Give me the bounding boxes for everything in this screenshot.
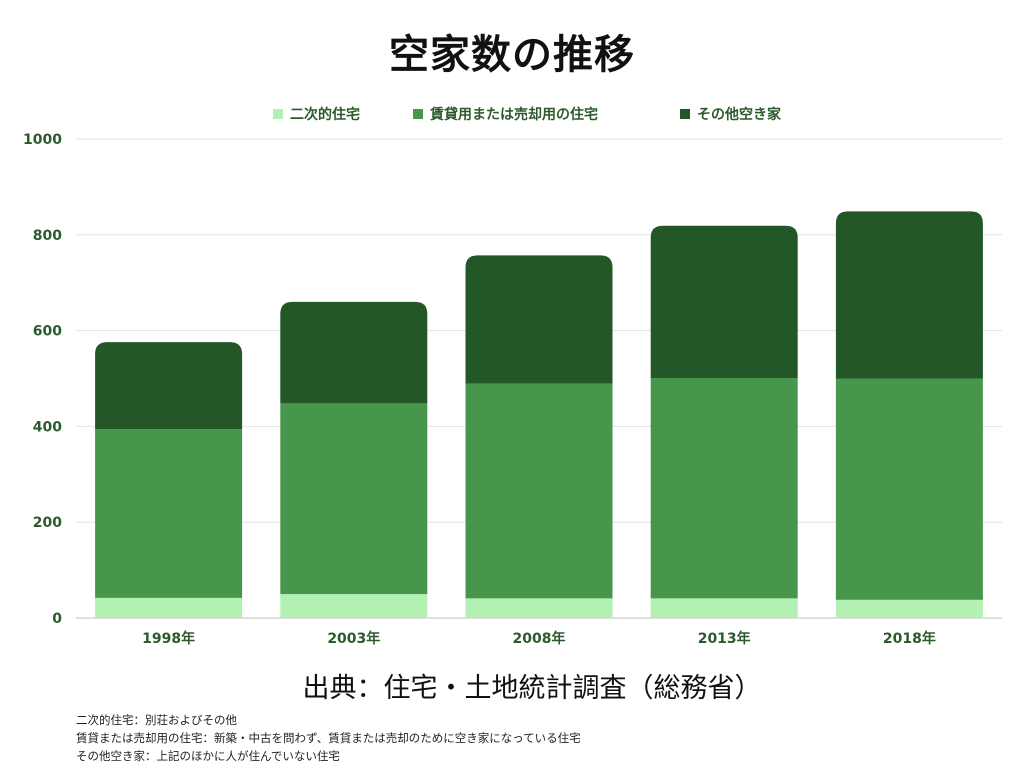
x-tick-label: 2018年 — [883, 630, 936, 647]
note-line: その他空き家：上記のほかに人が住んでいない住宅 — [76, 749, 340, 763]
legend-swatch — [680, 109, 690, 119]
stacked-bar-chart: 二次的住宅 賃貸用または売却用の住宅 その他空き家 0 200 400 600 800 100… — [23, 106, 1002, 647]
source-text: 出典：住宅・土地統計調査（総務省） — [302, 673, 762, 704]
note-line: 二次的住宅：別荘およびその他 — [76, 713, 237, 727]
y-tick-label: 600 — [33, 324, 62, 340]
bar-segment-rental-sale — [465, 383, 613, 599]
chart-title: 空家数の推移 — [389, 32, 635, 78]
legend: 二次的住宅 賃貸用または売却用の住宅 その他空き家 — [273, 106, 782, 123]
y-axis: 0 200 400 600 800 1000 — [23, 132, 62, 627]
y-tick-label: 200 — [33, 515, 62, 531]
x-tick-label: 2013年 — [698, 630, 751, 647]
bar-segment-rental-sale — [280, 403, 428, 595]
bar-segment-rental-sale — [835, 378, 983, 600]
x-tick-label: 2008年 — [513, 630, 566, 647]
legend-label: その他空き家 — [697, 106, 782, 123]
bar-segment-other-vacant — [280, 301, 428, 404]
note-line: 賃貸または売却用の住宅：新築・中古を問わず、賃貸または売却のために空き家になって… — [76, 731, 581, 745]
bar-segment-secondary-housing — [835, 599, 983, 618]
y-tick-label: 0 — [52, 611, 62, 627]
bar-segment-other-vacant — [835, 211, 983, 379]
bar-segment-secondary-housing — [650, 598, 798, 618]
y-tick-label: 1000 — [23, 132, 62, 148]
legend-swatch — [273, 109, 283, 119]
bar-segment-rental-sale — [95, 429, 243, 598]
x-axis: 1998年 2003年 2008年 2013年 2018年 — [142, 630, 936, 647]
bar-segment-other-vacant — [465, 255, 613, 384]
bar-segment-secondary-housing — [465, 598, 613, 618]
legend-label: 賃貸用または売却用の住宅 — [429, 106, 598, 123]
bar-segment-secondary-housing — [95, 597, 243, 618]
legend-label: 二次的住宅 — [290, 106, 360, 123]
legend-swatch — [413, 109, 423, 119]
bars — [95, 211, 983, 618]
bar-segment-other-vacant — [95, 342, 243, 430]
bar-segment-other-vacant — [650, 225, 798, 379]
bar-segment-secondary-housing — [280, 594, 428, 618]
x-tick-label: 1998年 — [142, 630, 195, 647]
y-tick-label: 800 — [33, 228, 62, 244]
x-tick-label: 2003年 — [327, 630, 380, 647]
bar-segment-rental-sale — [650, 378, 798, 599]
notes: 二次的住宅：別荘およびその他 賃貸または売却用の住宅：新築・中古を問わず、賃貸ま… — [76, 711, 581, 765]
y-tick-label: 400 — [33, 419, 62, 435]
